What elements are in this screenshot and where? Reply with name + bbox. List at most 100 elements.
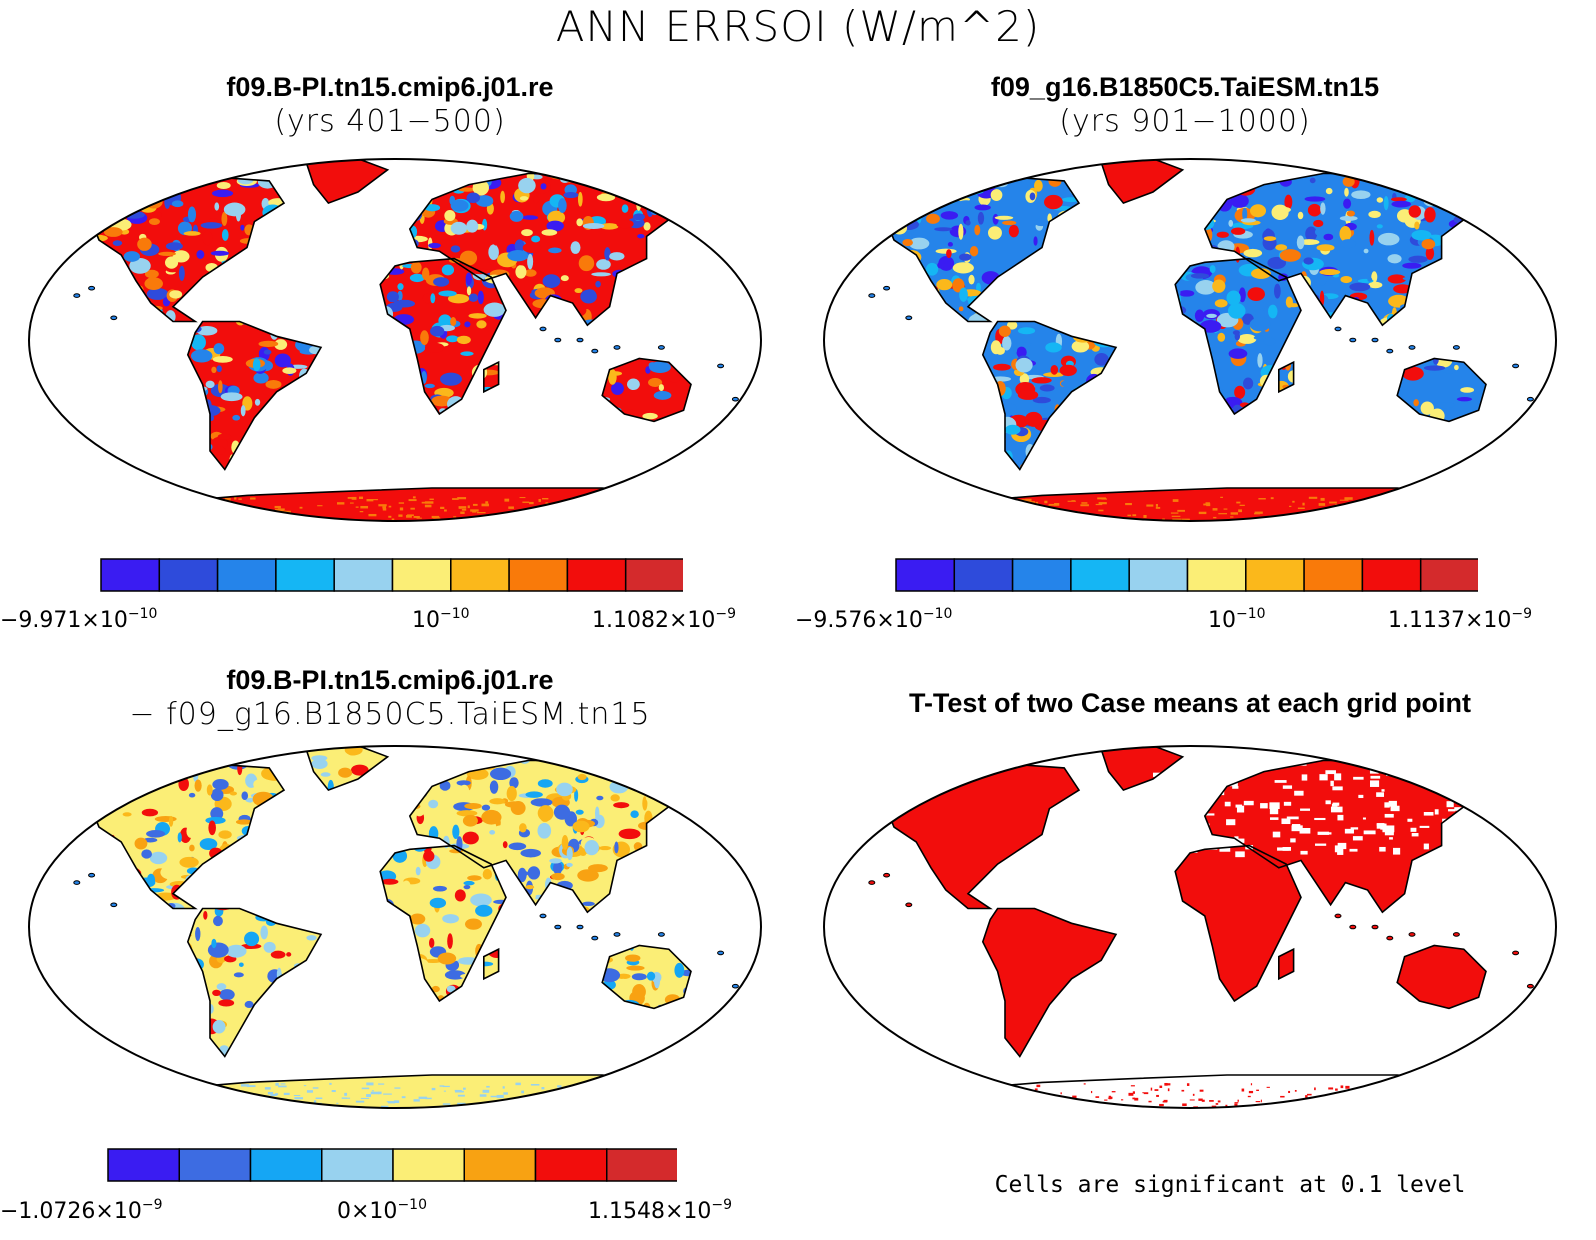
madagascar-coastline <box>1277 360 1295 394</box>
south-america-coastline <box>186 320 323 471</box>
panel-3-cb-max-label: 1.1548×10−9 <box>588 1197 733 1224</box>
colorbar-box <box>158 558 219 592</box>
greenland-coastline <box>305 159 390 205</box>
panel-1-colorbar <box>100 558 683 592</box>
island <box>576 924 584 930</box>
panel-3-subtitle: − f09_g16.B1850C5.TaiESM.tn15 <box>129 697 651 732</box>
colorbar-box <box>534 1148 608 1182</box>
greenland-coastline <box>1100 159 1185 205</box>
colorbar-box <box>1011 558 1072 592</box>
south-america-coastline <box>186 907 323 1058</box>
colorbar-box <box>1303 558 1364 592</box>
map-frame <box>823 158 1557 522</box>
panel-3-map <box>28 745 762 1109</box>
panel-4-map <box>823 745 1557 1109</box>
island <box>591 935 599 941</box>
panel-2-cb-mid-label: 10−10 <box>1208 606 1266 633</box>
island <box>613 345 621 350</box>
island <box>110 902 118 908</box>
north-america-coastline <box>885 176 1081 323</box>
island <box>657 932 665 937</box>
north-america-coastline <box>90 176 286 323</box>
antarctica-coastline <box>156 487 715 521</box>
figure-title: ANN ERRSOI (W/m^2) <box>555 2 1041 51</box>
land-field <box>886 159 1509 521</box>
colorbar-box <box>1419 558 1478 592</box>
panel-1-cb-mid-label: 10−10 <box>412 606 470 633</box>
island <box>1452 932 1460 937</box>
island <box>554 924 562 930</box>
australia-coastline <box>1396 944 1487 1010</box>
colorbar-box <box>624 558 683 592</box>
colorbar-box <box>249 1148 323 1182</box>
island <box>1349 924 1357 930</box>
island <box>88 285 96 291</box>
africa-coastline <box>379 844 507 1003</box>
land-field <box>91 746 714 1108</box>
island <box>1408 932 1416 937</box>
panel-2-subtitle: (yrs 901−1000) <box>1059 104 1311 139</box>
map-frame <box>28 158 762 522</box>
greenland-coastline <box>1100 746 1185 792</box>
panel-2-cb-max-label: 1.1137×10−9 <box>1388 606 1533 633</box>
colorbar-boxes <box>100 558 683 592</box>
island <box>110 315 118 321</box>
antarctica-coastline <box>156 1074 715 1108</box>
colorbar-box <box>1128 558 1189 592</box>
island <box>883 872 891 878</box>
panel-2-title: f09_g16.B1850C5.TaiESM.tn15 <box>990 72 1380 102</box>
island <box>539 326 547 332</box>
greenland-coastline <box>305 746 390 792</box>
land-field <box>91 159 714 521</box>
panel-3-cb-min-label: −1.0726×10−9 <box>0 1197 163 1224</box>
colorbar-box <box>566 558 627 592</box>
panel-1-map <box>28 158 762 522</box>
australia-coastline <box>601 944 692 1010</box>
colorbar-box <box>178 1148 252 1182</box>
madagascar-coastline <box>482 360 500 394</box>
north-america-coastline <box>885 763 1081 910</box>
madagascar-coastline <box>482 947 500 981</box>
island <box>1512 950 1520 956</box>
island <box>717 950 725 956</box>
south-america-coastline <box>981 907 1118 1058</box>
colorbar-boxes <box>895 558 1478 592</box>
island <box>613 932 621 937</box>
panel-3-title: f09.B-PI.tn15.cmip6.j01.re <box>226 665 554 695</box>
south-america-coastline <box>981 320 1118 471</box>
island <box>731 396 739 402</box>
colorbar-box <box>321 1148 394 1182</box>
madagascar-coastline <box>1277 947 1295 981</box>
panel-1-cb-min-label: −9.971×10−10 <box>0 606 158 633</box>
panel-2-colorbar <box>895 558 1478 592</box>
island <box>73 293 81 298</box>
land-field <box>886 746 1509 1108</box>
island <box>1334 913 1342 919</box>
colorbar-box <box>275 558 335 592</box>
island <box>1386 935 1394 941</box>
island <box>1371 337 1379 343</box>
island <box>1334 326 1342 332</box>
island <box>868 880 876 885</box>
map-frame <box>28 745 762 1109</box>
island <box>73 880 81 885</box>
panel-4-footer: Cells are significant at 0.1 level <box>994 1172 1466 1198</box>
island <box>591 348 599 354</box>
north-america-coastline <box>90 763 286 910</box>
island <box>1371 924 1379 930</box>
island <box>717 363 725 369</box>
island <box>576 337 584 343</box>
island <box>1408 345 1416 350</box>
colorbar-box <box>1361 558 1422 592</box>
panel-1-cb-max-label: 1.1082×10−9 <box>592 606 737 633</box>
island <box>1526 983 1534 989</box>
island <box>868 293 876 298</box>
island <box>1526 396 1534 402</box>
island <box>883 285 891 291</box>
island <box>1349 337 1357 343</box>
panel-2-map <box>823 158 1557 522</box>
colorbar-box <box>1245 558 1305 592</box>
antarctica-coastline <box>951 487 1510 521</box>
colorbar-box <box>100 558 161 592</box>
colorbar-box <box>392 1148 465 1182</box>
